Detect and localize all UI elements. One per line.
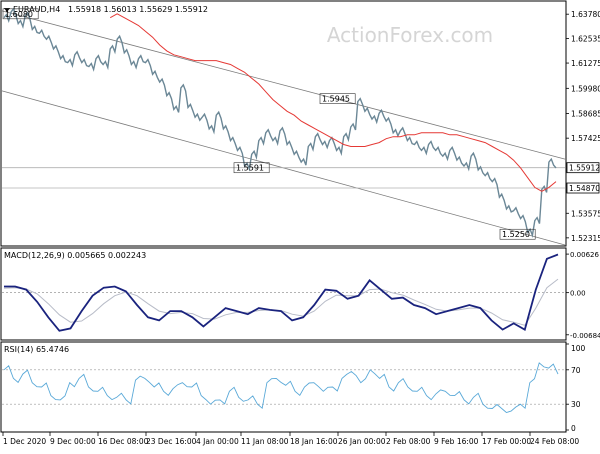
price-annotation-label: 1.5945 [322, 95, 350, 104]
rsi-tick-label: 70 [571, 366, 581, 375]
x-tick-label: 9 Feb 16:00 [434, 437, 479, 446]
level-price-box [566, 182, 600, 194]
macd-title: MACD(12,26,9) 0.005665 0.002243 [4, 251, 146, 260]
price-annotation: 1.5945 [319, 93, 356, 104]
current-price-label: 1.55912 [569, 164, 600, 173]
rsi-series-group [2, 362, 565, 414]
price-annotation-box [2, 8, 39, 20]
price-series-group: 1.6080 1.5945 1.5591 1.5250 [1, 7, 566, 246]
price-annotation-box [319, 93, 356, 104]
price-annotation: 1.5591 [233, 162, 270, 174]
price-tick-label: 1.61275 [571, 59, 600, 68]
price-annotation: 1.5250 [499, 228, 536, 240]
macd-tick-label: 0.00 [570, 290, 586, 298]
x-tick-label: 9 Dec 00:00 [50, 437, 96, 446]
axis-labels-group: 1.63780 1.62535 1.61275 1.59980 1.58685 1.574… [2, 10, 600, 446]
x-tick-label: 18 Jan 16:00 [290, 437, 338, 446]
price-annotation: 1.6080 [2, 8, 39, 20]
x-tick-label: 1 Dec 2020 [3, 437, 46, 446]
price-tick-label: 1.53575 [571, 209, 600, 218]
price-annotation-label: 1.5250 [502, 230, 530, 239]
symbol-label: EURAUD,H4 [13, 5, 60, 14]
price-annotation-box [499, 228, 536, 240]
price-tick-label: 1.59980 [571, 84, 600, 93]
price-tick-label: 1.57425 [571, 134, 600, 143]
watermark: ActionForex.com [327, 23, 493, 47]
x-tick-label: 17 Feb 00:00 [482, 437, 531, 446]
price-panel-frame [0, 0, 567, 247]
macd-series-group [2, 253, 565, 332]
price-tick-label: 1.58685 [571, 110, 600, 119]
x-tick-label: 26 Jan 00:00 [338, 437, 386, 446]
current-price-box [566, 162, 600, 174]
x-tick-label: 23 Dec 16:00 [146, 437, 197, 446]
rsi-panel-frame [0, 341, 567, 433]
channel-upper-line [1, 10, 566, 160]
macd-line [4, 253, 559, 332]
price-series-line [3, 7, 557, 238]
price-tick-label: 1.62535 [571, 34, 600, 43]
rsi-tick-label: 30 [571, 400, 581, 409]
x-tick-label: 24 Feb 08:00 [530, 437, 579, 446]
price-annotation-label: 1.5591 [236, 164, 264, 173]
rsi-title: RSI(14) 65.4746 [4, 345, 69, 354]
rsi-line [3, 362, 559, 414]
macd-tick-label: 0.00626 [570, 251, 599, 259]
x-tick-label: 11 Jan 08:00 [241, 437, 289, 446]
x-tick-label: 2 Feb 08:00 [386, 437, 431, 446]
x-tick-label: 16 Dec 08:00 [98, 437, 149, 446]
price-annotation-box [233, 162, 270, 174]
price-tick-label: 1.52315 [571, 234, 600, 243]
rsi-tick-label: 100 [571, 344, 586, 353]
rsi-tick-label: 0 [571, 424, 576, 433]
moving-average-line [109, 13, 557, 192]
macd-panel-frame [0, 247, 567, 341]
price-annotation-label: 1.6080 [5, 10, 33, 19]
ohlc-label: 1.55918 1.56013 1.55629 1.55912 [68, 5, 208, 14]
price-tick-label: 1.63780 [571, 10, 600, 19]
x-tick-label: 4 Jan 00:00 [196, 437, 239, 446]
level-price-label: 1.54870 [569, 184, 600, 193]
